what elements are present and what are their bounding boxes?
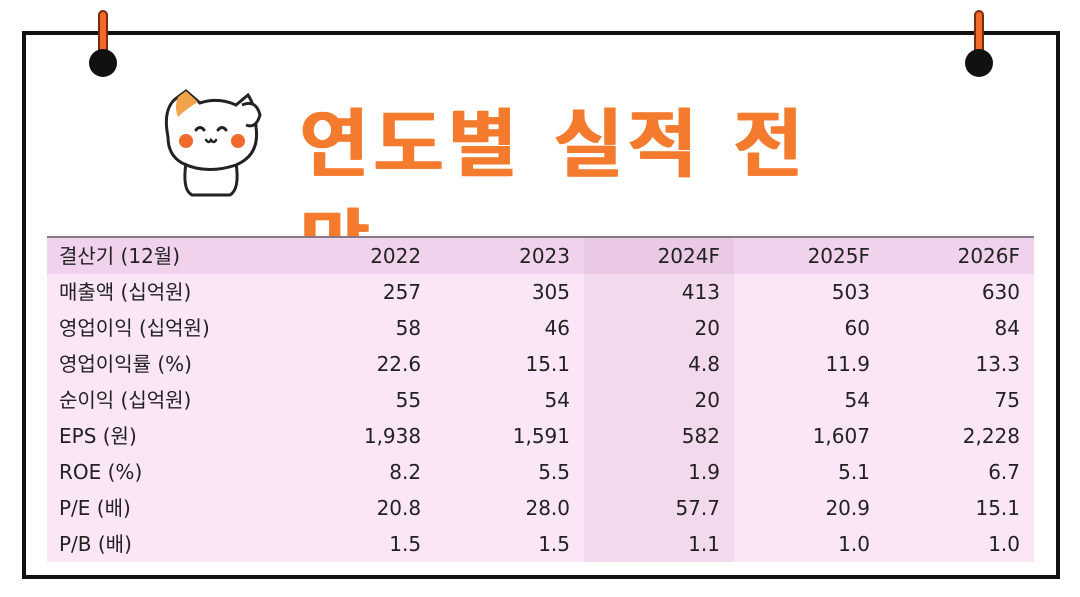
table-header-row: 결산기 (12월) 2022 2023 2024F 2025F 2026F bbox=[47, 236, 1034, 274]
table-row: 순이익 (십억원) 55 54 20 54 75 bbox=[47, 382, 1034, 418]
table-cell: 305 bbox=[531, 280, 570, 304]
table-cell: 6.7 bbox=[988, 460, 1020, 484]
table-cell: 1.9 bbox=[584, 454, 734, 490]
table-cell: 1,938 bbox=[363, 424, 422, 448]
table-cell: 28.0 bbox=[525, 496, 570, 520]
table-cell: 15.1 bbox=[975, 496, 1020, 520]
table-cell: 46 bbox=[544, 316, 570, 340]
hanging-ring-icon bbox=[89, 49, 117, 77]
header-cell: 2026F bbox=[883, 236, 1034, 274]
table-cell: 630 bbox=[981, 280, 1020, 304]
table-cell: 2,228 bbox=[962, 424, 1020, 448]
row-label: EPS (원) bbox=[59, 424, 137, 448]
table-cell: 75 bbox=[994, 388, 1020, 412]
table-cell: 20.8 bbox=[376, 496, 422, 520]
header-cell: 2022 bbox=[286, 236, 436, 274]
table-row: EPS (원) 1,938 1,591 582 1,607 2,228 bbox=[47, 418, 1034, 454]
table-cell: 503 bbox=[831, 280, 870, 304]
row-label: 영업이익률 (%) bbox=[59, 352, 192, 376]
table-cell: 5.5 bbox=[538, 460, 570, 484]
table-cell: 1.0 bbox=[988, 532, 1020, 556]
header-cell: 결산기 (12월) bbox=[47, 236, 287, 274]
table-cell: 8.2 bbox=[389, 460, 422, 484]
table-cell: 20 bbox=[584, 382, 734, 418]
table-row: ROE (%) 8.2 5.5 1.9 5.1 6.7 bbox=[47, 454, 1034, 490]
table-cell: 15.1 bbox=[525, 352, 570, 376]
row-label: 매출액 (십억원) bbox=[59, 280, 192, 304]
row-label: P/B (배) bbox=[59, 532, 132, 556]
header-cell: 2024F bbox=[584, 236, 734, 274]
table-cell: 582 bbox=[584, 418, 734, 454]
table-cell: 54 bbox=[844, 388, 870, 412]
table-cell: 257 bbox=[382, 280, 422, 304]
table-cell: 58 bbox=[395, 316, 422, 340]
table-row: P/B (배) 1.5 1.5 1.1 1.0 1.0 bbox=[47, 526, 1034, 562]
row-label: ROE (%) bbox=[59, 460, 143, 484]
table-cell: 20.9 bbox=[825, 496, 870, 520]
table-cell: 11.9 bbox=[825, 352, 870, 376]
page-title: 연도별 실적 전망 bbox=[300, 102, 809, 288]
table-cell: 22.6 bbox=[376, 352, 422, 376]
table-cell: 13.3 bbox=[975, 352, 1020, 376]
row-label: P/E (배) bbox=[59, 496, 131, 520]
table-cell: 55 bbox=[395, 388, 422, 412]
table-row: 영업이익 (십억원) 58 46 20 60 84 bbox=[47, 310, 1034, 346]
table-row: P/E (배) 20.8 28.0 57.7 20.9 15.1 bbox=[47, 490, 1034, 526]
table-cell: 1,591 bbox=[512, 424, 570, 448]
table-cell: 1.0 bbox=[838, 532, 870, 556]
row-label: 순이익 (십억원) bbox=[59, 388, 192, 412]
hanging-ring-icon bbox=[965, 49, 993, 77]
table-cell: 1,607 bbox=[812, 424, 870, 448]
table-cell: 84 bbox=[994, 316, 1020, 340]
table-cell: 5.1 bbox=[838, 460, 870, 484]
table-row: 매출액 (십억원) 257 305 413 503 630 bbox=[47, 274, 1034, 310]
row-label: 영업이익 (십억원) bbox=[59, 316, 210, 340]
table-row: 영업이익률 (%) 22.6 15.1 4.8 11.9 13.3 bbox=[47, 346, 1034, 382]
earnings-forecast-table: 결산기 (12월) 2022 2023 2024F 2025F 2026F 매출… bbox=[47, 236, 1034, 562]
table-cell: 413 bbox=[584, 274, 734, 310]
table-cell: 4.8 bbox=[584, 346, 734, 382]
table-cell: 20 bbox=[584, 310, 734, 346]
table-cell: 60 bbox=[844, 316, 870, 340]
table-cell: 1.5 bbox=[538, 532, 570, 556]
table-cell: 1.5 bbox=[389, 532, 422, 556]
table-cell: 57.7 bbox=[584, 490, 734, 526]
header-cell: 2023 bbox=[435, 236, 584, 274]
cat-mascot-icon bbox=[164, 89, 262, 197]
header-cell: 2025F bbox=[733, 236, 884, 274]
table-cell: 54 bbox=[544, 388, 570, 412]
table-cell: 1.1 bbox=[584, 526, 734, 562]
